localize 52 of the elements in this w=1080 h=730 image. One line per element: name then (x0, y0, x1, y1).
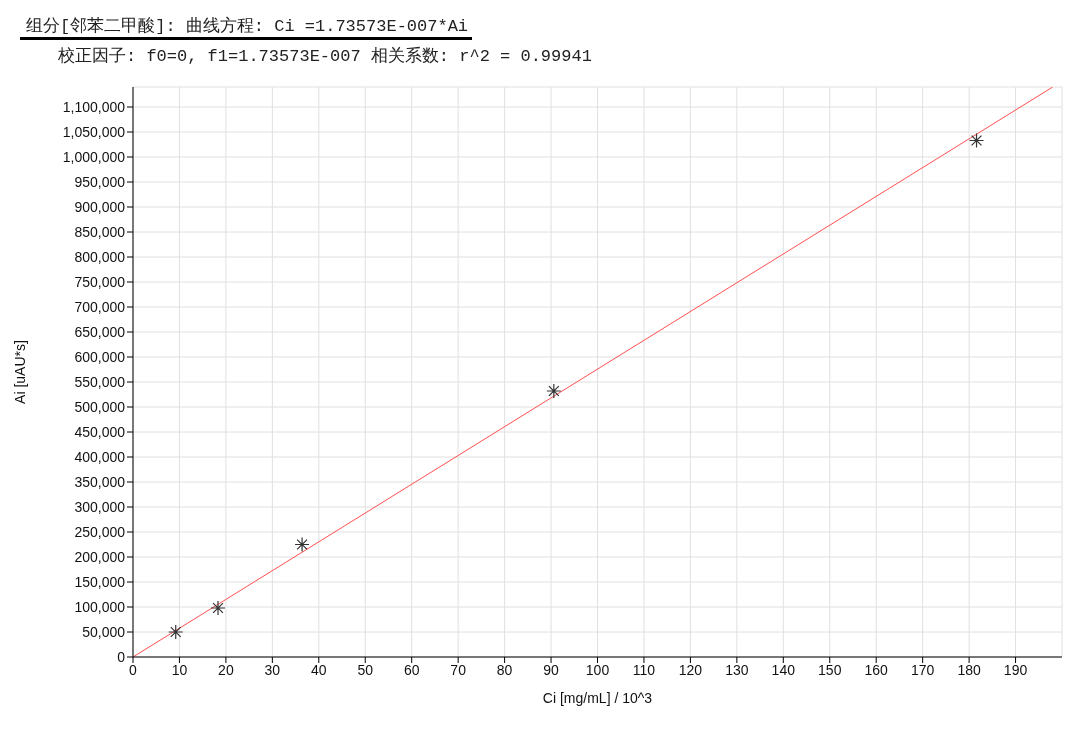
y-tick-label: 50,000 (82, 623, 126, 640)
y-tick-label: 650,000 (74, 323, 126, 340)
x-tick-label: 120 (678, 661, 703, 678)
x-tick-label: 180 (957, 661, 981, 678)
y-tick-label: 450,000 (74, 423, 126, 440)
y-tick-label: 300,000 (74, 498, 126, 515)
x-tick-label: 170 (910, 661, 935, 678)
x-tick-label: 100 (585, 661, 610, 678)
y-tick-label: 100,000 (74, 598, 126, 615)
point (210, 600, 226, 616)
y-tick-label: 900,000 (74, 198, 126, 215)
y-tick-label: 950,000 (74, 173, 126, 190)
y-tick-label: 600,000 (74, 348, 126, 365)
y-tick-label: 700,000 (74, 298, 126, 315)
y-tick-label: 850,000 (74, 223, 126, 240)
y-tick-label: 750,000 (74, 273, 126, 290)
x-tick-label: 80 (496, 661, 513, 678)
x-tick-label: 50 (357, 661, 374, 678)
point (546, 383, 562, 399)
x-tick-label: 10 (171, 661, 188, 678)
y-tick-label: 800,000 (74, 248, 126, 265)
x-tick-label: 70 (450, 661, 467, 678)
x-tick-label: 130 (725, 661, 749, 678)
y-tick-label: 400,000 (74, 448, 126, 465)
x-tick-label: 190 (1003, 661, 1028, 678)
x-tick-label: 30 (264, 661, 281, 678)
chart-subtitle: 校正因子: f0=0, f1=1.73573E-007 相关系数: r^2 = 0.99941 (58, 45, 593, 67)
x-tick-label: 20 (218, 661, 234, 678)
x-tick-label: 40 (311, 661, 327, 678)
x-axis-title: Ci [mg/mL] / 10^3 (542, 690, 653, 706)
x-tick-label: 60 (403, 661, 420, 678)
x-tick-label: 160 (864, 661, 889, 678)
point (294, 536, 310, 553)
x-tick-label: 90 (543, 661, 560, 678)
y-tick-label: 150,000 (74, 573, 126, 590)
point (968, 132, 985, 149)
y-axis-title: Ai [uAU*s] (11, 340, 28, 404)
y-tick-label: 350,000 (74, 473, 126, 490)
chart-title: 组分[邻苯二甲酸]: 曲线方程: Ci =1.73573E-007*Ai (20, 8, 473, 40)
x-tick-label: 0 (129, 661, 138, 678)
y-tick-label: 500,000 (74, 398, 126, 415)
y-tick-label: 0 (117, 648, 126, 665)
y-tick-label: 250,000 (74, 523, 126, 540)
x-tick-label: 110 (632, 661, 656, 678)
y-tick-label: 1,000,000 (62, 148, 126, 165)
y-tick-label: 200,000 (74, 548, 126, 565)
y-tick-label: 1,100,000 (62, 98, 126, 115)
y-tick-label: 550,000 (74, 373, 126, 390)
x-tick-label: 140 (771, 661, 796, 678)
y-tick-label: 1,050,000 (62, 123, 126, 140)
point (168, 624, 184, 640)
x-tick-label: 150 (818, 661, 842, 678)
